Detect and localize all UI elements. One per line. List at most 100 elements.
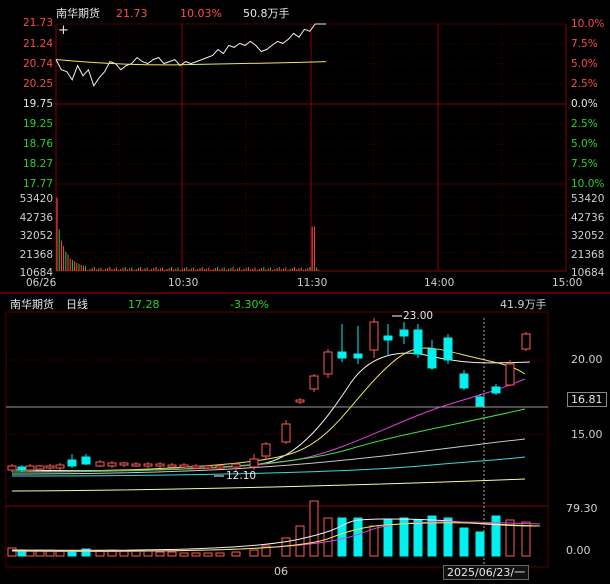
candle-body [215,465,225,469]
volume-bar-daily [155,551,165,557]
volume-bar-daily [383,519,393,557]
volume-total: 50.8万手 [243,7,290,20]
volume-bar-daily [167,551,177,557]
candle-body [231,463,241,468]
candle-body [81,456,91,465]
time-tick-label: 11:30 [297,277,328,289]
daily-price: 17.28 [128,298,160,311]
candle-body [191,465,201,469]
candle-body [95,461,105,467]
price-tick-20: 20.00 [571,353,603,366]
volume-bar-daily [179,552,189,557]
high-price-marker: 23.00 [403,310,434,322]
percent-tick-label: 2.5% [571,118,598,130]
percent-tick-label: 10.0% [571,18,605,30]
volume-bar-daily [459,527,469,557]
volume-bar-daily [249,549,259,557]
panel-divider [0,292,610,294]
candle-body [35,465,45,470]
volume-ma-line-3 [11,522,541,552]
volume-tick-label-right: 10684 [571,267,605,279]
candle-body [413,329,423,355]
volume-tick-label: 53420 [19,193,53,205]
price-tick-label: 18.76 [22,138,53,150]
candle-body [261,443,271,457]
volume-bar-daily [203,552,213,557]
intraday-chart[interactable]: 南华期货 21.73 10.03% 50.8万手 + 21.73 21.24 20.… [0,0,610,292]
candle-body [475,396,485,407]
period-label[interactable]: 日线 [66,298,88,311]
percent-tick-label: 7.5% [571,158,598,170]
moving-average-line [11,438,526,475]
price-tick-label: 20.25 [22,78,53,90]
low-price-marker: 12.10 [226,470,257,482]
daily-stock-name: 南华期货 [10,298,54,311]
volume-bar-daily [25,550,35,557]
intraday-plot [55,23,567,272]
candle-body [179,464,189,468]
daily-frame [5,311,549,568]
volume-bar-daily [505,519,515,557]
volume-bar-daily [413,519,423,557]
candle-body [45,465,55,469]
daily-change-percent: -3.30% [230,298,269,311]
percent-tick-label: 10.0% [571,178,605,190]
candle-body [521,333,531,350]
candle-body [281,423,291,443]
candle-body [67,459,77,467]
moving-average-line [11,478,526,492]
volume-tick-label: 32052 [19,230,53,242]
volume-tick-label: 42736 [19,211,53,224]
candle-body [295,399,305,403]
candle-body [459,373,469,389]
volume-bar-daily [131,550,141,557]
percent-tick-label: 5.0% [571,58,598,70]
current-price-label: 16.81 [567,392,607,407]
volume-bar-daily [295,525,305,557]
volume-bar-daily [309,500,319,557]
last-price: 21.73 [116,7,148,20]
candle-body [383,335,393,341]
candle-body [399,329,409,337]
percent-tick-label: 5.0% [571,138,598,150]
candle-body [7,465,17,471]
percent-tick-label: 0.0% [571,98,598,110]
volume-tick-label: 10684 [19,267,53,279]
candle-body [107,462,117,467]
price-line [55,23,326,87]
candle-body [25,465,35,471]
volume-bar-daily [475,531,485,557]
volume-bar-daily [143,550,153,557]
volume-bar-daily [443,517,453,557]
vol-tick-max: 79.30 [566,502,598,515]
percent-tick-label: 7.5% [571,38,598,50]
candle-body [155,463,165,467]
daily-chart[interactable]: 南华期货 日线 17.28 -3.30% 41.9万手 23.00 12.10 … [0,294,610,584]
average-price-line [55,59,327,66]
candle-body [491,386,501,394]
daily-volume: 41.9万手 [500,298,547,311]
candle-body [131,463,141,467]
candle-body [119,462,129,466]
candle-body [167,464,177,468]
volume-bar-daily [353,517,363,557]
volume-bar-daily [337,517,347,557]
candle-body [309,375,319,390]
volume-bar-daily [191,552,201,557]
price-tick-label: 19.25 [22,118,53,130]
volume-tick-label-right: 21368 [571,248,605,261]
crosshair-plus-icon[interactable]: + [58,23,69,38]
month-label: 06 [274,565,288,578]
price-tick-label: 21.24 [22,38,53,50]
candle-body [323,351,333,375]
candle-body [505,363,515,386]
time-tick-label: 10:30 [168,277,199,289]
candle-body [353,353,363,359]
price-tick-label: 18.27 [22,158,53,170]
price-tick-label: 21.73 [22,17,53,29]
time-tick-label: 15:00 [552,277,583,289]
price-tick-15: 15.00 [571,428,603,441]
volume-tick-label-right: 53420 [571,193,605,205]
volume-bar-daily [399,517,409,557]
candle-body [337,351,347,359]
